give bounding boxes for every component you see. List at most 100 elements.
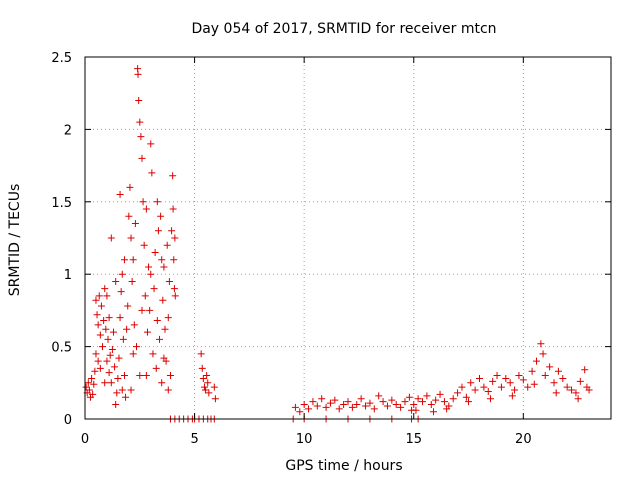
x-axis-title: GPS time / hours (285, 458, 402, 474)
data-point (105, 369, 113, 377)
data-point (130, 321, 138, 329)
data-point (410, 401, 418, 409)
data-point (572, 389, 580, 397)
data-point (92, 350, 100, 358)
data-point (392, 401, 400, 409)
data-point (467, 379, 475, 387)
data-point (165, 277, 173, 285)
data-point (156, 335, 164, 343)
data-point (532, 357, 540, 365)
data-point (449, 395, 457, 403)
data-point (140, 241, 148, 249)
data-point (458, 383, 466, 391)
data-point (126, 183, 134, 191)
data-point (296, 408, 304, 416)
data-point (148, 169, 156, 177)
x-tick-label: 10 (296, 432, 313, 447)
data-point (125, 212, 133, 220)
data-point (465, 398, 473, 406)
data-point (118, 270, 126, 278)
data-point (170, 285, 178, 293)
data-point (210, 383, 218, 391)
data-point (537, 340, 545, 348)
data-point (118, 386, 126, 394)
data-point (134, 70, 142, 78)
data-point (96, 364, 104, 372)
data-point (515, 372, 523, 380)
data-point (141, 292, 149, 300)
data-point (116, 314, 124, 322)
data-point (164, 386, 172, 394)
data-point (585, 386, 593, 394)
data-point (82, 383, 90, 391)
data-point (100, 317, 108, 325)
data-point (169, 205, 177, 213)
data-point (471, 386, 479, 394)
data-point (480, 383, 488, 391)
data-point (383, 402, 391, 410)
data-point (559, 374, 567, 382)
data-point (484, 387, 492, 395)
data-point (147, 140, 155, 148)
y-tick-label: 1 (64, 268, 72, 283)
data-point (443, 405, 451, 413)
data-point (158, 256, 166, 264)
data-point (211, 395, 219, 403)
data-point (139, 198, 147, 206)
data-point (171, 292, 179, 300)
data-point (539, 350, 547, 358)
data-point (198, 364, 206, 372)
x-tick-label: 20 (515, 432, 532, 447)
data-point (129, 350, 137, 358)
data-point (511, 386, 519, 394)
data-point (114, 374, 122, 382)
data-point (197, 350, 205, 358)
data-point (528, 367, 536, 375)
data-point (129, 256, 137, 264)
data-point (107, 379, 115, 387)
data-point (108, 345, 116, 353)
data-point (541, 372, 549, 380)
data-point (375, 392, 383, 400)
data-point (119, 335, 127, 343)
data-point (199, 374, 207, 382)
data-point (89, 390, 97, 398)
data-point (357, 395, 365, 403)
data-point (90, 380, 98, 388)
data-point (142, 205, 150, 213)
data-point (204, 379, 212, 387)
data-point (149, 350, 157, 358)
data-point (344, 398, 352, 406)
data-point (326, 399, 334, 407)
data-point (331, 396, 339, 404)
data-point (122, 393, 130, 401)
data-point (146, 306, 154, 314)
data-point (291, 403, 299, 411)
data-point (493, 372, 501, 380)
data-point (103, 292, 111, 300)
data-point (519, 376, 527, 384)
data-point (168, 227, 176, 235)
data-point (486, 395, 494, 403)
data-point (508, 392, 516, 400)
data-point (101, 285, 109, 293)
data-point (127, 234, 135, 242)
y-tick-label: 2 (64, 123, 72, 138)
data-point (120, 256, 128, 264)
data-point (506, 379, 514, 387)
plot-frame (84, 56, 612, 420)
data-point (550, 379, 558, 387)
data-point (554, 367, 562, 375)
grid-lines (85, 57, 611, 419)
data-point (160, 263, 168, 271)
data-point (163, 241, 171, 249)
data-point (94, 321, 102, 329)
data-point (85, 386, 93, 394)
data-point (497, 383, 505, 391)
data-point (370, 405, 378, 413)
data-point (135, 96, 143, 104)
data-point (99, 343, 107, 351)
y-axis-title: SRMTID / TECUs (7, 184, 23, 297)
data-point (159, 296, 167, 304)
